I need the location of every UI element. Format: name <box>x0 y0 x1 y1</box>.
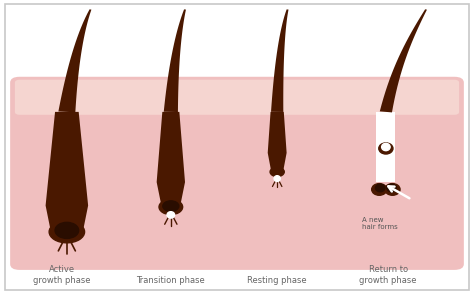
Ellipse shape <box>385 183 400 195</box>
Ellipse shape <box>372 183 387 195</box>
Polygon shape <box>376 112 395 182</box>
Ellipse shape <box>163 201 179 211</box>
Ellipse shape <box>270 167 284 177</box>
Ellipse shape <box>375 184 385 192</box>
Polygon shape <box>380 9 427 112</box>
Polygon shape <box>156 112 185 206</box>
Ellipse shape <box>387 184 396 192</box>
Ellipse shape <box>167 212 174 218</box>
Ellipse shape <box>274 176 280 181</box>
Polygon shape <box>268 112 287 171</box>
Polygon shape <box>46 112 88 229</box>
Ellipse shape <box>55 222 79 238</box>
FancyBboxPatch shape <box>10 77 464 270</box>
Text: Active
growth phase: Active growth phase <box>33 265 91 285</box>
Text: A new
hair forms: A new hair forms <box>362 217 398 230</box>
Polygon shape <box>58 9 91 112</box>
FancyBboxPatch shape <box>5 4 469 290</box>
Ellipse shape <box>49 221 84 243</box>
Polygon shape <box>271 9 289 112</box>
Text: Resting phase: Resting phase <box>247 275 307 285</box>
Ellipse shape <box>382 143 390 151</box>
Ellipse shape <box>379 143 393 154</box>
Text: Transition phase: Transition phase <box>137 275 205 285</box>
FancyBboxPatch shape <box>15 80 459 115</box>
Ellipse shape <box>159 199 182 215</box>
Polygon shape <box>164 9 186 112</box>
Text: Return to
growth phase: Return to growth phase <box>359 265 417 285</box>
